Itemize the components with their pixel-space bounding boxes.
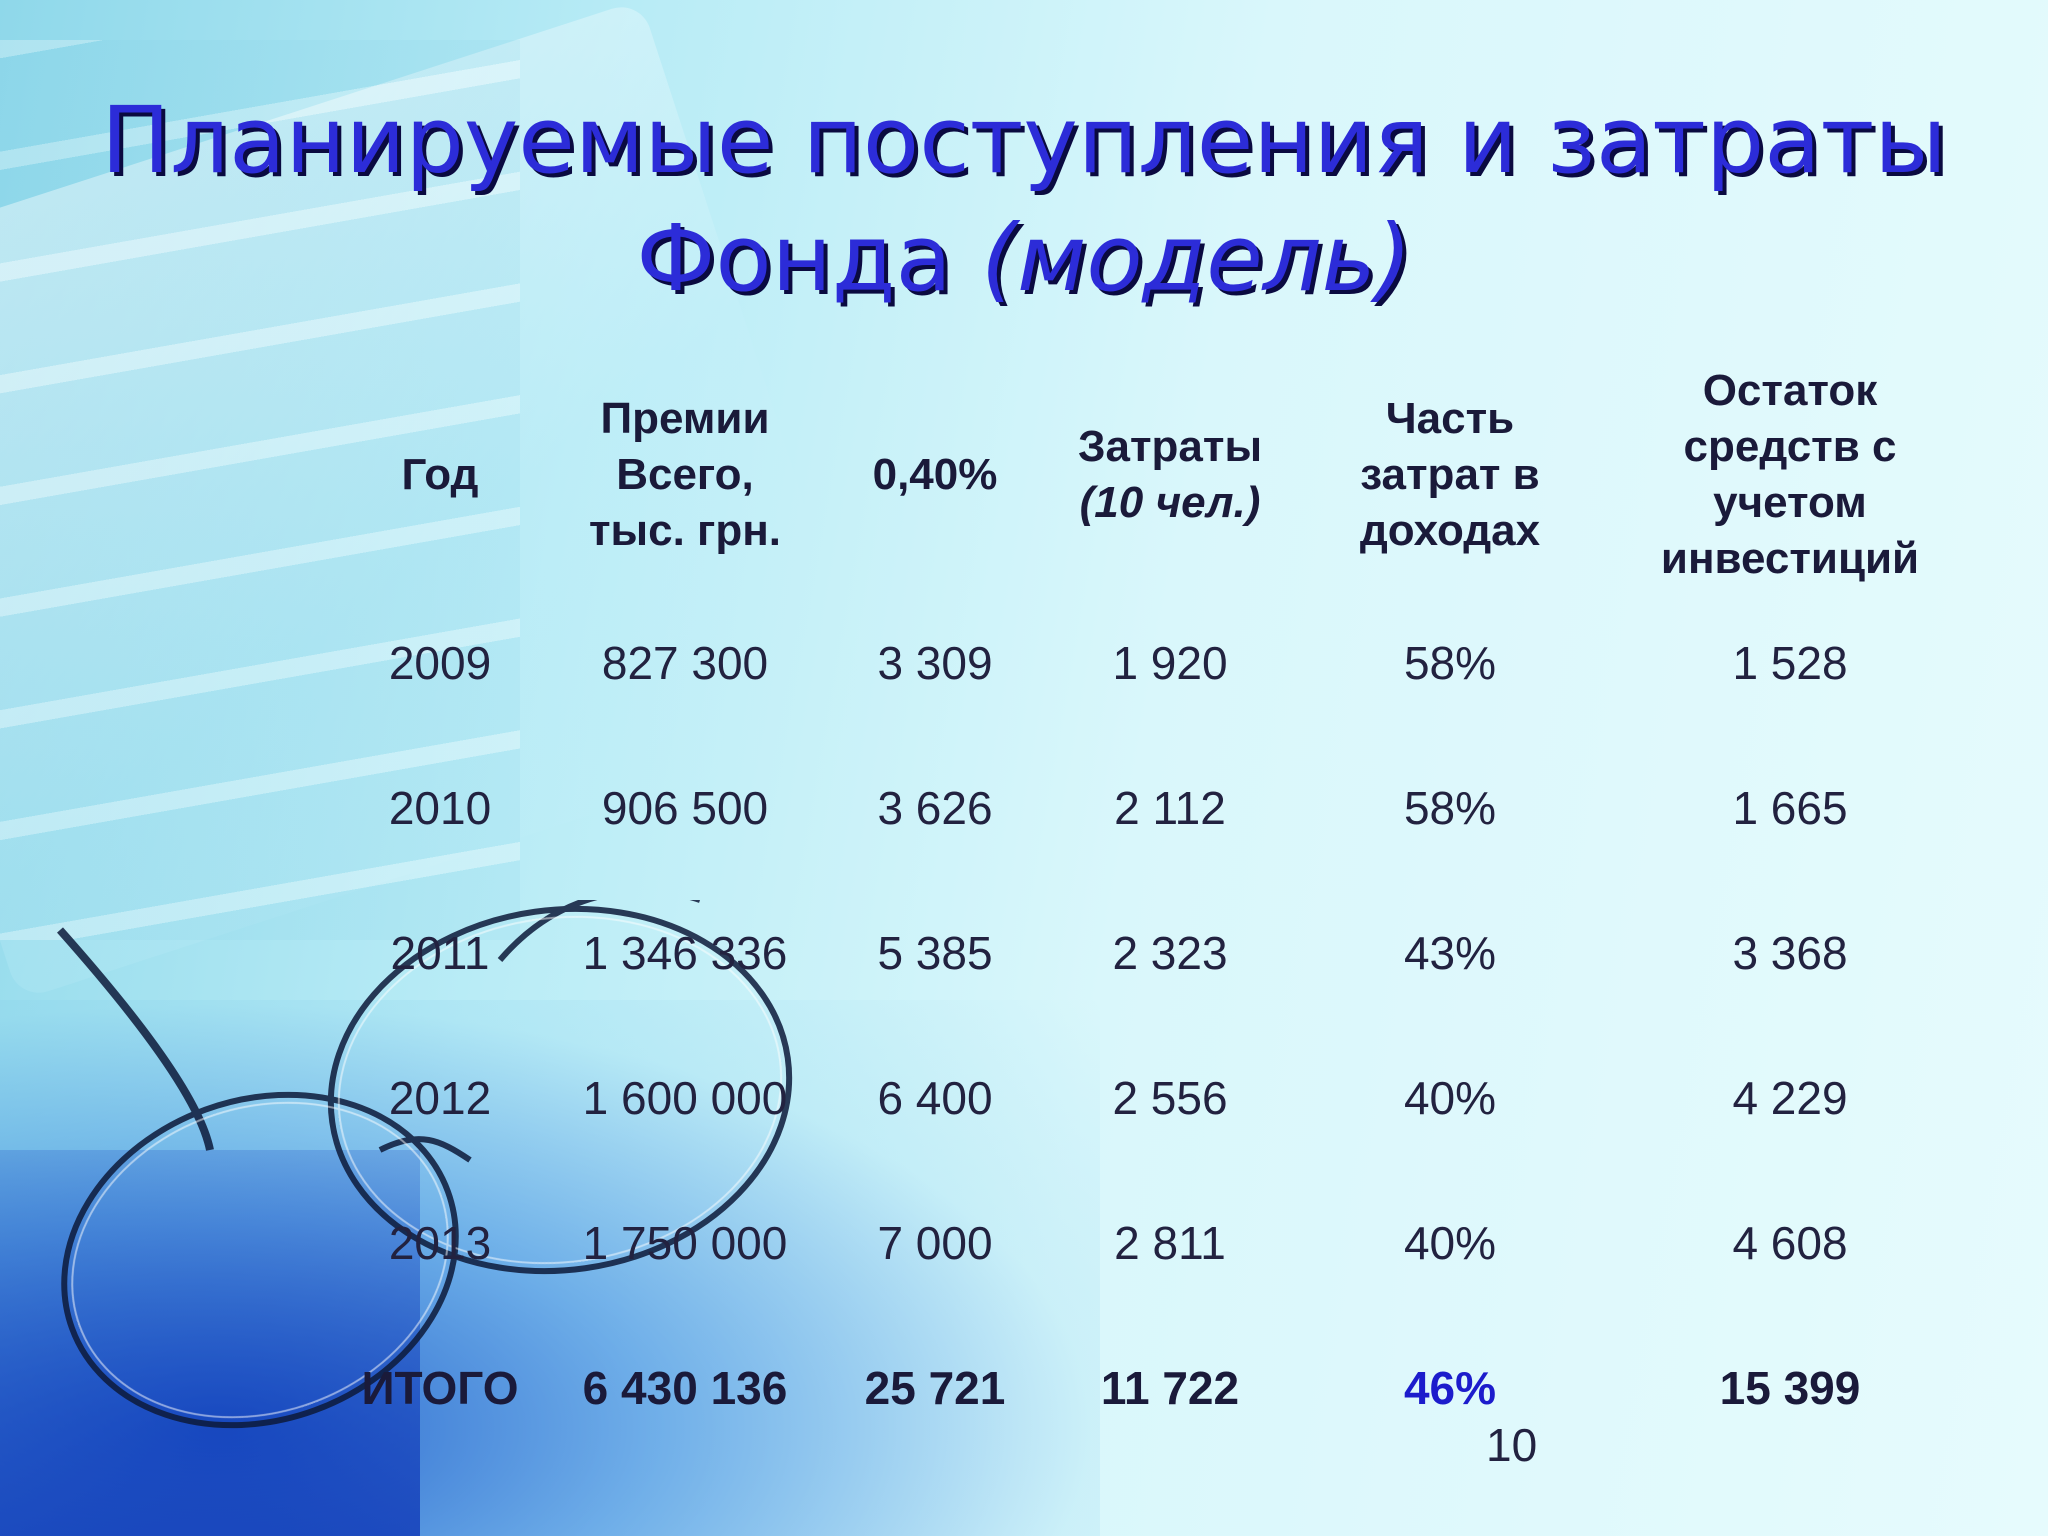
cell-rest: 4 608 xyxy=(1732,1216,1848,1269)
eyeglasses-illustration xyxy=(57,900,793,1429)
cell-premiums: 906 500 xyxy=(601,781,769,834)
cell-percent: 6 400 xyxy=(877,1071,993,1124)
cell-year: 2010 xyxy=(388,781,492,834)
cell-percent: 7 000 xyxy=(877,1216,993,1269)
cell-premiums: 1 750 000 xyxy=(582,1216,788,1269)
cell-rest: 1 665 xyxy=(1732,781,1848,834)
title-line-2-italic: (модель) xyxy=(981,205,1412,312)
cell-share: 40% xyxy=(1403,1216,1497,1269)
header-rest-line: инвестиций xyxy=(1660,534,1920,583)
cell-costs: 2 112 xyxy=(1114,781,1226,834)
table-row: 2012 1 600 000 6 400 2 556 40% 4 229 xyxy=(340,1025,1980,1170)
cell-rest: 4 229 xyxy=(1732,1071,1848,1124)
header-costs: Затраты (10 чел.) xyxy=(1040,360,1300,590)
total-rest: 15 399 xyxy=(1719,1361,1861,1414)
cell-share: 58% xyxy=(1403,781,1497,834)
cell-costs: 2 556 xyxy=(1112,1071,1228,1124)
title-line-2: Фонда (модель) xyxy=(0,200,2048,318)
page-title: Планируемые поступления и затраты Фонда … xyxy=(0,82,2048,318)
header-rest: Остаток средств с учетом инвестиций xyxy=(1600,360,1980,590)
header-share-line: затрат в xyxy=(1360,450,1540,499)
cell-rest: 3 368 xyxy=(1732,926,1848,979)
title-line-1: Планируемые поступления и затраты xyxy=(101,87,1947,194)
header-rest-line: Остаток xyxy=(1702,366,1878,415)
header-share: Часть затрат в доходах xyxy=(1300,360,1600,590)
total-costs: 11 722 xyxy=(1100,1361,1240,1414)
cell-year: 2013 xyxy=(388,1216,492,1269)
cell-share: 58% xyxy=(1403,636,1497,689)
cell-year: 2012 xyxy=(388,1071,492,1124)
cell-percent: 3 309 xyxy=(877,636,993,689)
cell-percent: 5 385 xyxy=(877,926,993,979)
header-premiums: Премии Всего, тыс. грн. xyxy=(540,360,830,590)
header-costs-note: (10 чел.) xyxy=(1079,478,1261,527)
total-premiums: 6 430 136 xyxy=(582,1361,788,1414)
header-costs-label: Затраты xyxy=(1077,422,1263,471)
cell-percent: 3 626 xyxy=(877,781,993,834)
table-row: 2013 1 750 000 7 000 2 811 40% 4 608 xyxy=(340,1170,1980,1315)
background-page-lines xyxy=(0,40,520,940)
cell-costs: 1 920 xyxy=(1112,636,1228,689)
cell-year: 2009 xyxy=(388,636,492,689)
cell-share: 40% xyxy=(1403,1071,1497,1124)
cell-rest: 1 528 xyxy=(1732,636,1848,689)
cell-share: 43% xyxy=(1403,926,1497,979)
header-share-line: Часть xyxy=(1385,394,1515,443)
cell-costs: 2 323 xyxy=(1112,926,1228,979)
header-share-line: доходах xyxy=(1359,506,1541,555)
table-total-row: ИТОГО 6 430 136 25 721 11 722 46% 15 399 xyxy=(340,1315,1980,1460)
cell-year: 2011 xyxy=(390,926,490,979)
fund-model-table: Год Премии Всего, тыс. грн. 0,40% Затрат… xyxy=(340,360,1980,1460)
header-premiums-line: тыс. грн. xyxy=(588,506,782,555)
cell-premiums: 1 600 000 xyxy=(582,1071,788,1124)
total-percent: 25 721 xyxy=(864,1361,1006,1414)
header-premiums-line: Премии xyxy=(600,394,770,443)
cell-premiums: 1 346 336 xyxy=(582,926,788,979)
header-year: Год xyxy=(401,450,479,499)
total-share: 46% xyxy=(1403,1361,1497,1414)
cell-premiums: 827 300 xyxy=(601,636,769,689)
header-premiums-line: Всего, xyxy=(616,450,754,499)
table-row: 2011 1 346 336 5 385 2 323 43% 3 368 xyxy=(340,880,1980,1025)
header-rest-line: средств с xyxy=(1683,422,1897,471)
page-number: 10 xyxy=(1486,1419,1538,1471)
total-label: ИТОГО xyxy=(361,1361,519,1414)
background-blue-corner xyxy=(0,1150,420,1536)
table-row: 2010 906 500 3 626 2 112 58% 1 665 xyxy=(340,735,1980,880)
cell-costs: 2 811 xyxy=(1114,1216,1226,1269)
header-rest-line: учетом xyxy=(1713,478,1867,527)
table-header-row: Год Премии Всего, тыс. грн. 0,40% Затрат… xyxy=(340,360,1980,590)
header-percent: 0,40% xyxy=(872,450,998,499)
table-row: 2009 827 300 3 309 1 920 58% 1 528 xyxy=(340,590,1980,735)
title-line-2-plain: Фонда xyxy=(636,205,982,312)
